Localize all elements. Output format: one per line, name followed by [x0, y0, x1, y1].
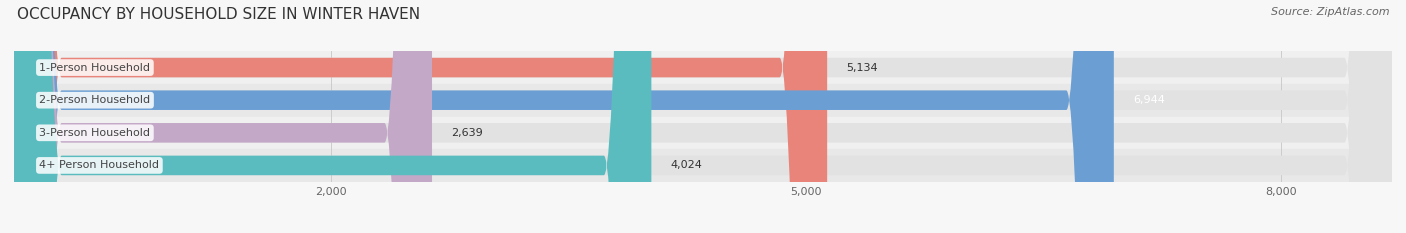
Text: 2,639: 2,639: [451, 128, 482, 138]
Text: 5,134: 5,134: [846, 63, 877, 72]
Text: 6,944: 6,944: [1133, 95, 1164, 105]
Text: 2-Person Household: 2-Person Household: [39, 95, 150, 105]
FancyBboxPatch shape: [14, 0, 1392, 233]
Bar: [14, 84, 1392, 116]
Bar: [14, 149, 1392, 182]
Text: OCCUPANCY BY HOUSEHOLD SIZE IN WINTER HAVEN: OCCUPANCY BY HOUSEHOLD SIZE IN WINTER HA…: [17, 7, 420, 22]
FancyBboxPatch shape: [14, 0, 1114, 233]
Text: Source: ZipAtlas.com: Source: ZipAtlas.com: [1271, 7, 1389, 17]
Text: 1-Person Household: 1-Person Household: [39, 63, 150, 72]
Text: 4+ Person Household: 4+ Person Household: [39, 161, 159, 170]
Bar: [14, 116, 1392, 149]
Text: 3-Person Household: 3-Person Household: [39, 128, 150, 138]
FancyBboxPatch shape: [14, 0, 1392, 233]
FancyBboxPatch shape: [14, 0, 432, 233]
FancyBboxPatch shape: [14, 0, 827, 233]
FancyBboxPatch shape: [14, 0, 651, 233]
Bar: [14, 51, 1392, 84]
FancyBboxPatch shape: [14, 0, 1392, 233]
FancyBboxPatch shape: [14, 0, 1392, 233]
Text: 4,024: 4,024: [671, 161, 702, 170]
